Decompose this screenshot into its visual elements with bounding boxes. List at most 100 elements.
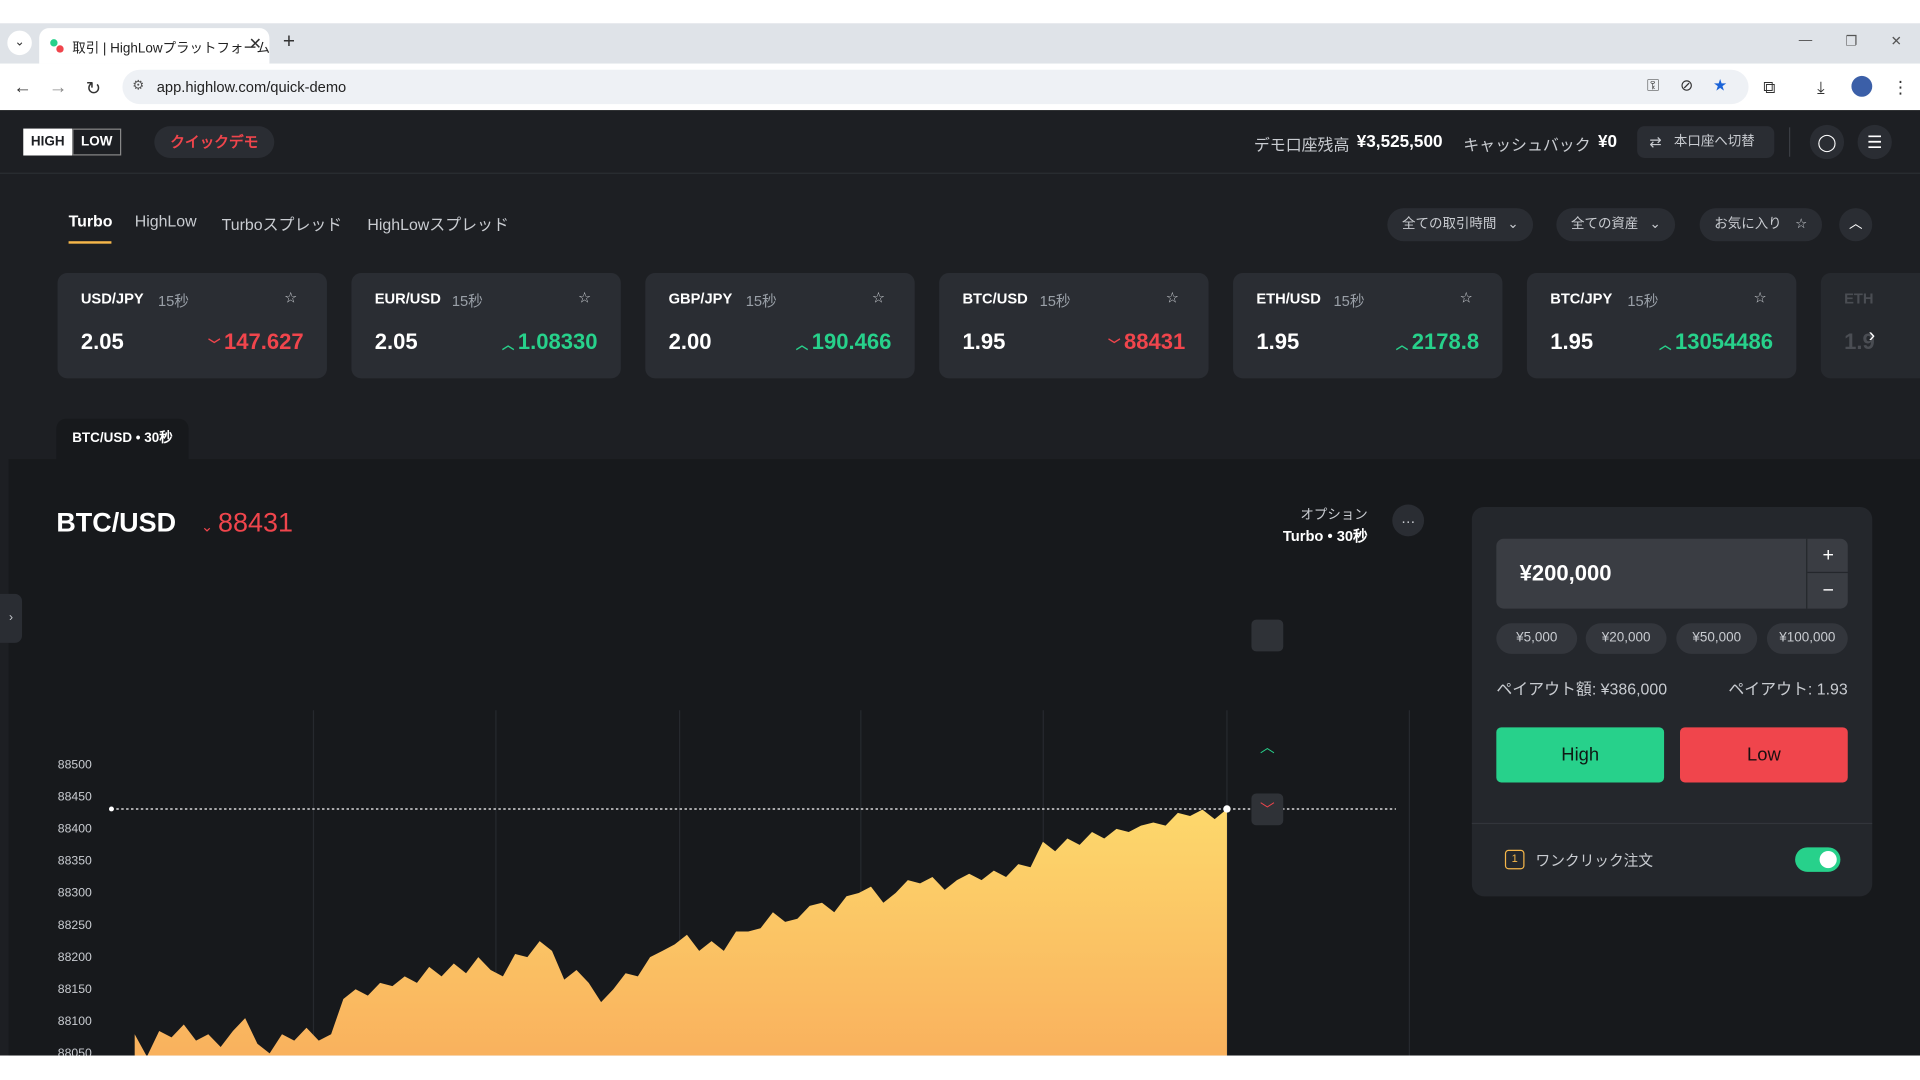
toggle-knob xyxy=(1819,851,1837,869)
forward-icon[interactable]: → xyxy=(48,77,68,98)
logo-low-text: LOW xyxy=(72,128,122,156)
bookmark-star-icon[interactable]: ★ xyxy=(1713,75,1728,95)
quick-amount-button[interactable]: ¥20,000 xyxy=(1585,623,1667,654)
browser-toolbar: ← → ↻ ⚙ app.highlow.com/quick-demo ⚿ ⊘ ★… xyxy=(0,63,1920,111)
extensions-icon[interactable]: ⧉ xyxy=(1763,77,1776,97)
chevron-right-icon[interactable]: › xyxy=(1868,325,1876,347)
address-bar[interactable]: ⚙ app.highlow.com/quick-demo ⚿ ⊘ ★ xyxy=(122,69,1749,105)
browser-tab[interactable]: 取引 | HighLowプラットフォーム ✕ xyxy=(39,28,270,64)
collapse-up-icon[interactable]: ︿ xyxy=(1839,208,1873,242)
asset-card-partial[interactable]: ETH 1.9 xyxy=(1820,273,1920,379)
cashback-label: キャッシュバック xyxy=(1463,135,1591,155)
price-down-icon: ⌄ xyxy=(200,517,214,536)
y-tick-label: 88300 xyxy=(58,886,92,900)
star-icon[interactable]: ☆ xyxy=(1165,288,1179,307)
new-tab-icon[interactable]: + xyxy=(282,29,296,53)
tab-turbo-spread[interactable]: Turboスプレッド xyxy=(221,215,343,234)
menu-icon[interactable]: ⋮ xyxy=(1891,77,1909,97)
price-line-start-dot xyxy=(108,806,114,812)
y-tick-label: 88500 xyxy=(58,757,92,771)
chart-tab[interactable]: BTC/USD • 30秒 xyxy=(56,418,189,460)
tab-turbo[interactable]: Turbo xyxy=(68,211,113,231)
payout-rate: ペイアウト: 1.93 xyxy=(1728,679,1848,698)
hamburger-menu-icon[interactable]: ☰ xyxy=(1857,124,1892,160)
chart-high-button[interactable]: ︿ xyxy=(1251,619,1284,756)
minus-icon[interactable]: − xyxy=(1822,580,1834,602)
minimize-icon[interactable]: — xyxy=(1798,33,1813,48)
chart-low-button[interactable]: ﹀ xyxy=(1251,793,1284,826)
close-icon[interactable]: ✕ xyxy=(248,34,262,53)
reload-icon[interactable]: ↻ xyxy=(85,78,102,100)
quick-amount-button[interactable]: ¥50,000 xyxy=(1676,623,1758,654)
tab-dropdown-icon[interactable]: ⌄ xyxy=(7,30,32,56)
balance-label: デモ口座残高 xyxy=(1253,135,1350,155)
y-tick-label: 88200 xyxy=(58,950,92,964)
sidebar-expand-icon[interactable]: › xyxy=(0,593,23,643)
asset-filter[interactable]: 全ての資産 ⌄ xyxy=(1556,208,1676,242)
quick-amount-button[interactable]: ¥5,000 xyxy=(1496,623,1578,654)
star-icon[interactable]: ☆ xyxy=(284,288,298,307)
asset-price-value: 190.466 xyxy=(811,329,892,354)
asset-payout: 1.95 xyxy=(962,329,1006,354)
profile-icon[interactable] xyxy=(1851,75,1873,97)
download-icon[interactable]: ⤓ xyxy=(1817,77,1825,97)
amount-value[interactable]: ¥200,000 xyxy=(1519,560,1612,586)
asset-price-value: 88431 xyxy=(1124,329,1186,354)
asset-card[interactable]: GBP/JPY 15秒 ☆ 2.00 ︿ 190.466 xyxy=(645,273,915,379)
key-icon[interactable]: ⚿ xyxy=(1646,75,1660,95)
favorites-filter[interactable]: お気に入り ☆ xyxy=(1699,208,1822,242)
highlow-logo[interactable]: HIGH LOW xyxy=(23,128,122,156)
asset-payout: 1.95 xyxy=(1256,329,1300,354)
more-options-icon[interactable]: … xyxy=(1392,504,1425,537)
asset-price-value: 1.08330 xyxy=(517,329,598,354)
price-up-icon: ︿ xyxy=(1659,339,1672,353)
asset-price: ︿ 1.08330 xyxy=(502,329,598,355)
restore-icon[interactable]: ❐ xyxy=(1845,34,1858,49)
price-up-icon: ︿ xyxy=(501,339,515,353)
one-click-toggle[interactable] xyxy=(1795,847,1841,872)
asset-symbol: USD/JPY xyxy=(80,290,144,308)
tab-highlow[interactable]: HighLow xyxy=(134,211,197,231)
asset-payout: 1.9 xyxy=(1844,329,1875,354)
trade-time-filter[interactable]: 全ての取引時間 ⌄ xyxy=(1387,208,1534,242)
price-up-icon: ︿ xyxy=(1395,339,1409,353)
quick-amount-button[interactable]: ¥100,000 xyxy=(1766,623,1848,654)
chevron-down-icon: ⌄ xyxy=(1507,216,1519,232)
switch-account-button[interactable]: ⇄ 本口座へ切替 xyxy=(1637,126,1775,158)
amount-input[interactable]: ¥200,000 + − xyxy=(1496,538,1849,609)
asset-card[interactable]: ETH/USD 15秒 ☆ 1.95 ︿ 2178.8 xyxy=(1233,273,1503,379)
one-click-icon: 1 xyxy=(1504,849,1525,870)
eye-off-icon[interactable]: ⊘ xyxy=(1680,75,1694,95)
chevron-up-icon: ︿ xyxy=(1260,740,1275,756)
low-button[interactable]: Low xyxy=(1680,727,1848,783)
switch-arrows-icon: ⇄ xyxy=(1649,133,1662,151)
trade-time-filter-label: 全ての取引時間 xyxy=(1402,216,1497,232)
url-text[interactable]: app.highlow.com/quick-demo xyxy=(156,78,347,96)
asset-card[interactable]: USD/JPY 15秒 ☆ 2.05 ﹀ 147.627 xyxy=(57,273,327,379)
back-icon[interactable]: ← xyxy=(13,77,32,98)
price-chart[interactable]: 88500 88450 88400 88350 88300 88250 88200 88150… xyxy=(0,594,1469,1056)
cashback-value: ¥0 xyxy=(1597,131,1618,151)
star-icon[interactable]: ☆ xyxy=(577,288,592,307)
tab-highlow-spread[interactable]: HighLowスプレッド xyxy=(367,215,509,234)
window-close-icon[interactable]: ✕ xyxy=(1890,34,1902,49)
asset-price-value: 2178.8 xyxy=(1411,329,1480,354)
site-info-icon[interactable]: ⚙ xyxy=(132,78,145,94)
asset-card[interactable]: EUR/USD 15秒 ☆ 2.05 ︿ 1.08330 xyxy=(351,273,621,379)
asset-duration: 15秒 xyxy=(1333,292,1365,310)
plus-icon[interactable]: + xyxy=(1807,539,1849,574)
location-pin-icon[interactable]: ◯ xyxy=(1809,124,1845,160)
asset-price: ﹀ 147.627 xyxy=(208,329,304,355)
chevron-down-icon: ⌄ xyxy=(1649,216,1661,232)
y-tick-label: 88250 xyxy=(58,918,92,932)
star-icon[interactable]: ☆ xyxy=(1459,288,1473,307)
asset-symbol: BTC/USD xyxy=(962,290,1028,308)
asset-card[interactable]: BTC/JPY 15秒 ☆ 1.95 ︿ 13054486 xyxy=(1526,273,1797,379)
asset-card[interactable]: BTC/USD 15秒 ☆ 1.95 ﹀ 88431 xyxy=(939,273,1209,379)
star-icon[interactable]: ☆ xyxy=(871,288,886,307)
star-icon[interactable]: ☆ xyxy=(1753,288,1767,307)
high-button[interactable]: High xyxy=(1496,727,1665,783)
y-tick-label: 88350 xyxy=(58,854,92,868)
chevron-down-icon: ﹀ xyxy=(1260,801,1275,818)
